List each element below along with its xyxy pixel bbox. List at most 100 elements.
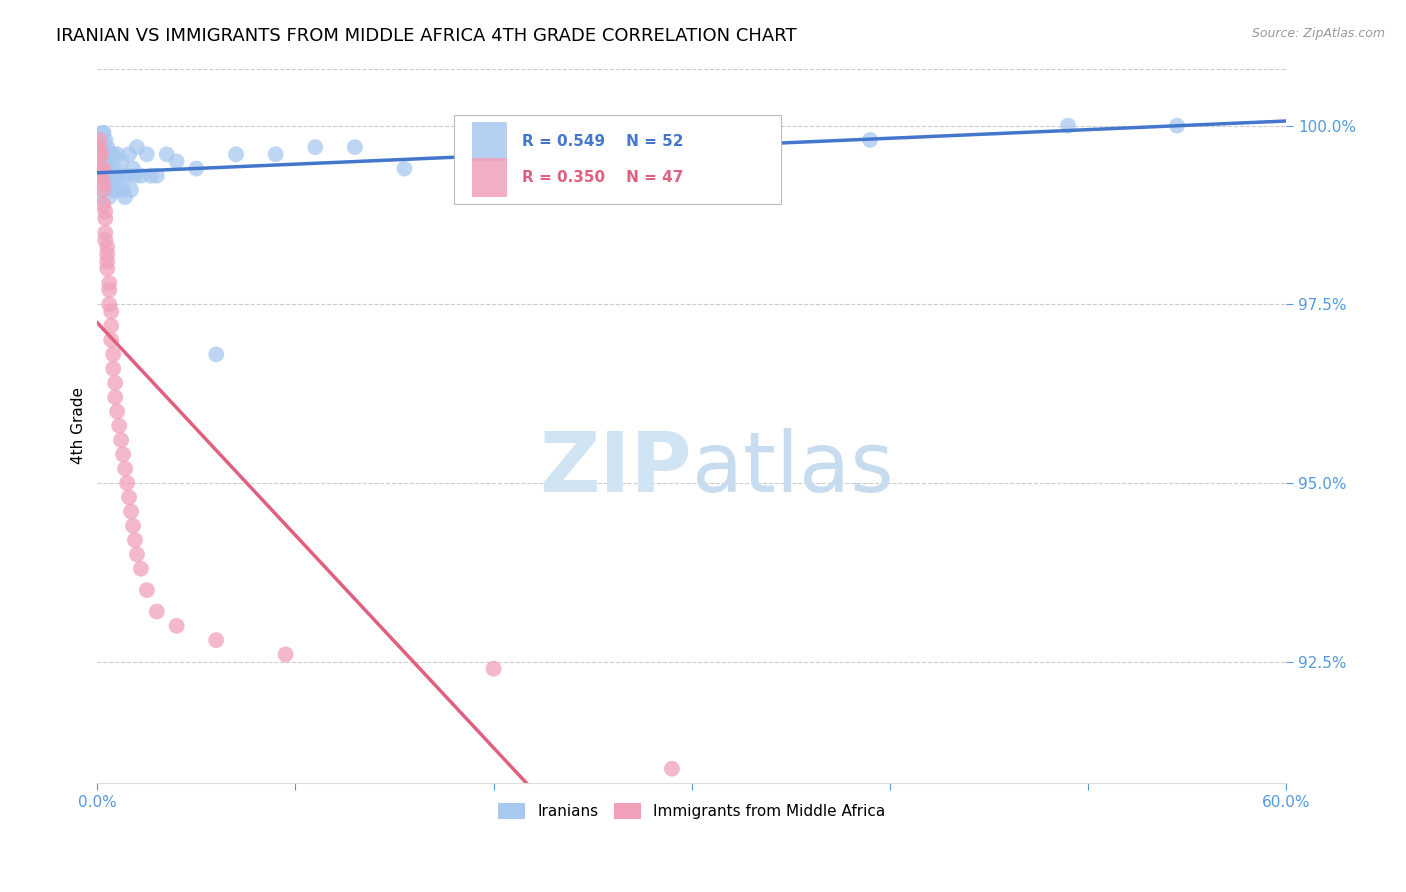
Point	[115, 169, 138, 183]
Point	[125, 548, 148, 562]
Point	[139, 169, 162, 183]
Point	[100, 169, 122, 183]
Point	[129, 562, 152, 576]
Point	[104, 376, 127, 390]
Point	[1057, 119, 1080, 133]
Point	[103, 361, 125, 376]
Point	[120, 183, 142, 197]
Point	[98, 297, 121, 311]
Point	[108, 183, 131, 197]
Point	[100, 333, 122, 347]
Point	[115, 475, 138, 490]
Point	[98, 190, 121, 204]
Point	[91, 197, 114, 211]
Point	[103, 183, 125, 197]
Point	[94, 211, 117, 226]
Text: ZIP: ZIP	[538, 428, 692, 509]
Point	[186, 161, 208, 176]
Point	[125, 140, 148, 154]
Point	[96, 240, 118, 254]
Point	[225, 147, 247, 161]
Point	[105, 147, 128, 161]
Point	[274, 648, 297, 662]
Point	[100, 304, 122, 318]
Point	[94, 169, 117, 183]
Point	[104, 183, 127, 197]
Point	[146, 169, 169, 183]
Point	[105, 404, 128, 418]
Point	[94, 154, 117, 169]
Point	[90, 169, 112, 183]
Point	[114, 461, 136, 475]
Point	[110, 154, 132, 169]
Point	[482, 140, 505, 154]
Point	[122, 161, 145, 176]
Point	[122, 518, 145, 533]
Point	[661, 762, 683, 776]
Point	[91, 176, 114, 190]
Point	[166, 154, 188, 169]
Point	[103, 147, 125, 161]
Point	[124, 169, 146, 183]
Point	[100, 318, 122, 333]
Point	[89, 140, 111, 154]
Point	[103, 161, 125, 176]
Point	[94, 204, 117, 219]
Point	[1166, 119, 1188, 133]
Point	[343, 140, 366, 154]
Point	[114, 190, 136, 204]
Point	[110, 433, 132, 447]
Point	[859, 133, 882, 147]
Point	[98, 161, 121, 176]
Point	[120, 504, 142, 518]
Point	[112, 183, 135, 197]
Point	[91, 154, 114, 169]
Legend: Iranians, Immigrants from Middle Africa: Iranians, Immigrants from Middle Africa	[492, 797, 891, 825]
Point	[98, 276, 121, 290]
Point	[482, 662, 505, 676]
Point	[104, 169, 127, 183]
Point	[90, 140, 112, 154]
Point	[89, 147, 111, 161]
Point	[96, 161, 118, 176]
Point	[129, 169, 152, 183]
Point	[96, 140, 118, 154]
Point	[205, 633, 228, 648]
Point	[91, 183, 114, 197]
Point	[94, 226, 117, 240]
Point	[94, 133, 117, 147]
Text: atlas: atlas	[692, 428, 893, 509]
FancyBboxPatch shape	[472, 122, 508, 161]
Point	[394, 161, 416, 176]
Point	[96, 261, 118, 276]
Point	[91, 161, 114, 176]
Point	[124, 533, 146, 547]
Point	[98, 283, 121, 297]
Point	[118, 147, 141, 161]
FancyBboxPatch shape	[454, 115, 780, 204]
Point	[89, 190, 111, 204]
Point	[100, 147, 122, 161]
FancyBboxPatch shape	[472, 158, 508, 197]
Point	[156, 147, 179, 161]
Point	[304, 140, 326, 154]
Point	[90, 147, 112, 161]
Point	[96, 176, 118, 190]
Text: R = 0.549    N = 52: R = 0.549 N = 52	[522, 134, 683, 149]
Point	[91, 126, 114, 140]
Point	[135, 583, 157, 598]
Point	[96, 247, 118, 261]
Point	[108, 418, 131, 433]
Point	[112, 169, 135, 183]
Point	[146, 605, 169, 619]
Point	[90, 161, 112, 176]
Point	[105, 169, 128, 183]
Point	[205, 347, 228, 361]
Point	[104, 390, 127, 404]
Point	[112, 447, 135, 461]
Point	[166, 619, 188, 633]
Point	[90, 169, 112, 183]
Point	[118, 490, 141, 504]
Text: Source: ZipAtlas.com: Source: ZipAtlas.com	[1251, 27, 1385, 40]
Text: R = 0.350    N = 47: R = 0.350 N = 47	[522, 170, 683, 186]
